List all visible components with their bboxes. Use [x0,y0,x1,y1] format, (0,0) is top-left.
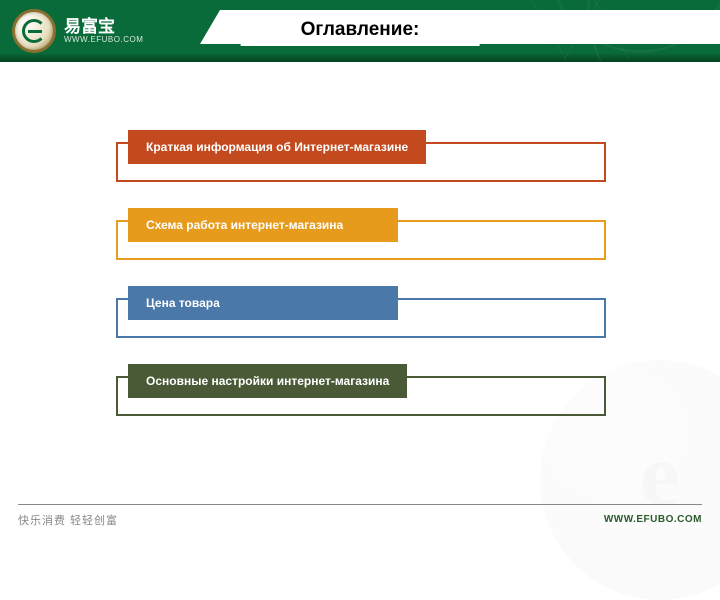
logo: 易富宝 WWW.EFUBO.COM [12,9,143,53]
footer: 快乐消费 轻轻创富 WWW.EFUBO.COM [18,504,702,530]
logo-e-icon [22,19,46,43]
toc-item[interactable]: Схема работа интернет-магазина [120,210,624,256]
toc-item[interactable]: Краткая информация об Интернет-магазине [120,132,624,178]
header-bar: 易富宝 WWW.EFUBO.COM Оглавление: [0,0,720,62]
toc-list: Краткая информация об Интернет-магазине … [0,62,720,412]
toc-label: Цена товара [146,296,220,310]
toc-chip: Цена товара [128,286,398,320]
toc-chip: Краткая информация об Интернет-магазине [128,130,426,164]
brand-name: 易富宝 [64,18,143,35]
toc-label: Краткая информация об Интернет-магазине [146,140,408,154]
logo-badge-icon [12,9,56,53]
toc-chip: Схема работа интернет-магазина [128,208,398,242]
toc-item[interactable]: Основные настройки интернет-магазина [120,366,624,412]
page-title: Оглавление: [241,14,480,46]
footer-url: WWW.EFUBO.COM [604,514,702,525]
toc-chip: Основные настройки интернет-магазина [128,364,407,398]
toc-label: Схема работа интернет-магазина [146,218,343,232]
footer-slogan: 快乐消费 轻轻创富 [18,512,118,528]
brand-url: WWW.EFUBO.COM [64,35,143,44]
toc-item[interactable]: Цена товара [120,288,624,334]
toc-label: Основные настройки интернет-магазина [146,374,389,388]
